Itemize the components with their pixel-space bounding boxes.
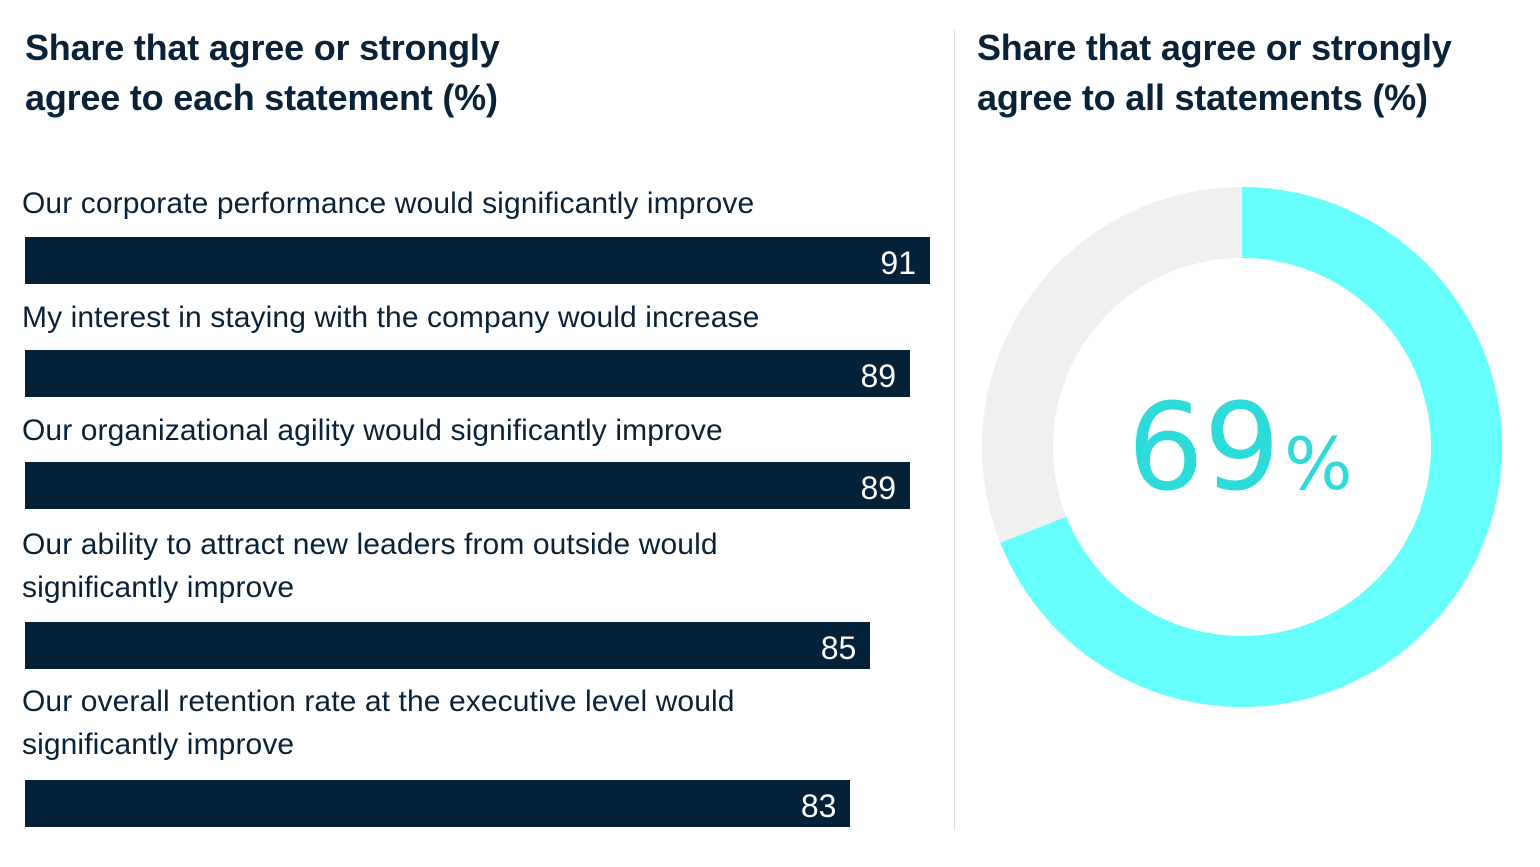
- statement-label-line: Our organizational agility would signifi…: [22, 414, 723, 447]
- donut-chart-title: Share that agree or strongly agree to al…: [977, 23, 1537, 123]
- donut-center-number: 69: [1127, 379, 1280, 518]
- bar-value-label: 91: [880, 245, 916, 281]
- donut-center-unit: %: [1284, 422, 1352, 506]
- donut-center-label: 69%: [1127, 379, 1352, 518]
- statement-label-line: Our overall retention rate at the execut…: [22, 685, 735, 718]
- panel-divider: [954, 30, 955, 830]
- bar-value-label: 83: [800, 788, 837, 824]
- bar: 91: [25, 237, 930, 284]
- statement-label: Our overall retention rate at the execut…: [22, 680, 942, 766]
- bar: 89: [25, 462, 911, 509]
- donut-slice-remainder: [982, 187, 1242, 543]
- bar: 89: [25, 350, 911, 397]
- statement-label: Our organizational agility would signifi…: [22, 409, 942, 452]
- bar: 85: [25, 622, 871, 669]
- statement-label: Our ability to attract new leaders from …: [22, 523, 942, 609]
- donut-chart-title-line-2: agree to all statements (%): [977, 77, 1428, 118]
- bar-chart-title-line-1: Share that agree or strongly: [25, 27, 500, 68]
- bar-chart-title: Share that agree or strongly agree to ea…: [25, 23, 625, 123]
- statement-label: My interest in staying with the company …: [22, 296, 942, 339]
- statement-label-line: Our corporate performance would signific…: [22, 187, 755, 220]
- bar-value-label: 89: [860, 470, 897, 506]
- bar-chart-title-line-2: agree to each statement (%): [25, 77, 498, 118]
- statement-label-line: Our ability to attract new leaders from …: [22, 528, 718, 561]
- statement-label-line: significantly improve: [22, 728, 295, 761]
- bar-value-label: 89: [860, 358, 897, 394]
- statement-label-line: My interest in staying with the company …: [22, 301, 760, 334]
- donut-chart-title-line-1: Share that agree or strongly: [977, 27, 1452, 68]
- bar-value-label: 85: [820, 630, 857, 666]
- bar: 83: [25, 780, 851, 827]
- statement-label: Our corporate performance would signific…: [22, 182, 942, 225]
- statement-label-line: significantly improve: [22, 571, 295, 604]
